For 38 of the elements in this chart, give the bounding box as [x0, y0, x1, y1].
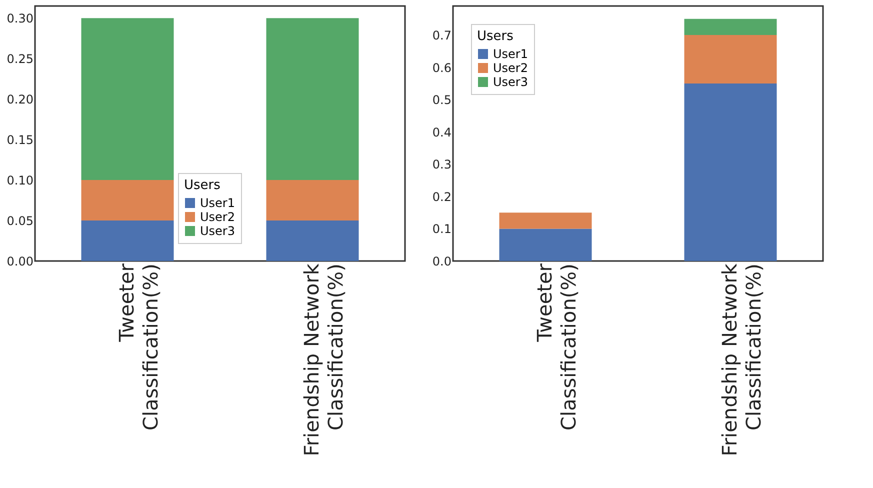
y-tick-label: 0.05 [6, 214, 34, 228]
y-tick-label: 0.0 [432, 254, 452, 268]
y-tick-label: 0.6 [432, 60, 452, 75]
bar [81, 180, 174, 221]
legend-label: User2 [493, 61, 528, 75]
legend-label: User2 [200, 210, 235, 224]
y-tick-label: 0.20 [6, 92, 34, 107]
legend-label: User1 [200, 196, 235, 210]
bar [266, 220, 359, 261]
bar [684, 83, 777, 261]
y-tick-label: 0.30 [6, 12, 34, 26]
bar [266, 180, 359, 221]
legend-title: Users [477, 29, 514, 44]
legend-label: User3 [200, 224, 235, 238]
y-tick-label: 0.25 [6, 52, 34, 66]
x-tick-label: Tweeter Classification(%) [114, 262, 162, 430]
x-tick-label: Friendship Network Classification(%) [300, 263, 348, 456]
y-tick-label: 0.7 [432, 28, 452, 43]
legend-title: Users [184, 178, 221, 193]
y-tick-label: 0.1 [432, 222, 452, 236]
bar [266, 18, 359, 180]
legend-label: User1 [493, 47, 528, 61]
bar [499, 228, 592, 261]
x-tick-label: Friendship Network Classification(%) [718, 263, 766, 456]
y-tick-label: 0.4 [432, 125, 452, 140]
x-tick-label: Tweeter Classification(%) [532, 262, 580, 430]
y-tick-label: 0.5 [432, 93, 452, 108]
bar [499, 212, 592, 229]
bar [81, 18, 174, 180]
bar [684, 35, 777, 84]
legend-label: User3 [493, 75, 528, 89]
y-tick-label: 0.10 [6, 174, 34, 188]
bar [684, 18, 777, 36]
y-tick-label: 0.2 [432, 190, 452, 204]
y-tick-label: 0.15 [6, 133, 34, 148]
bar [81, 220, 174, 261]
y-tick-label: 0.00 [6, 254, 34, 268]
y-tick-label: 0.3 [432, 158, 452, 172]
